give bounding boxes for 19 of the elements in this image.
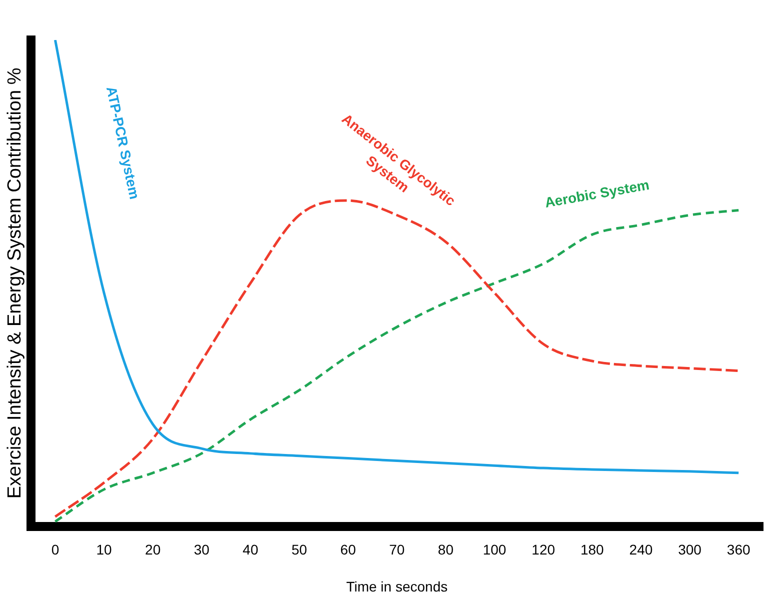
- x-tick-label: 80: [438, 542, 454, 558]
- x-tick-label: 50: [291, 542, 308, 558]
- x-tick-label: 60: [340, 542, 356, 558]
- text: ATP-PCR System: [103, 84, 143, 200]
- x-tick-label: 10: [96, 542, 112, 558]
- x-tick-label: 40: [242, 542, 258, 558]
- text: Aerobic System: [543, 176, 650, 211]
- x-tick-label: 70: [389, 542, 405, 558]
- x-axis-title: Time in seconds: [346, 578, 448, 594]
- x-tick-label: 360: [726, 542, 750, 558]
- x-tick-label: 300: [678, 542, 702, 558]
- y-axis-title: Exercise Intensity & Energy System Contribution %: [4, 68, 26, 499]
- x-tick-label: 240: [629, 542, 653, 558]
- x-tick-label: 120: [532, 542, 556, 558]
- x-tick-label: 100: [482, 542, 506, 558]
- x-tick-label: 180: [580, 542, 604, 558]
- x-tick-label: 20: [145, 542, 161, 558]
- x-tick-label: 30: [194, 542, 210, 558]
- x-tick-label: 0: [51, 542, 60, 558]
